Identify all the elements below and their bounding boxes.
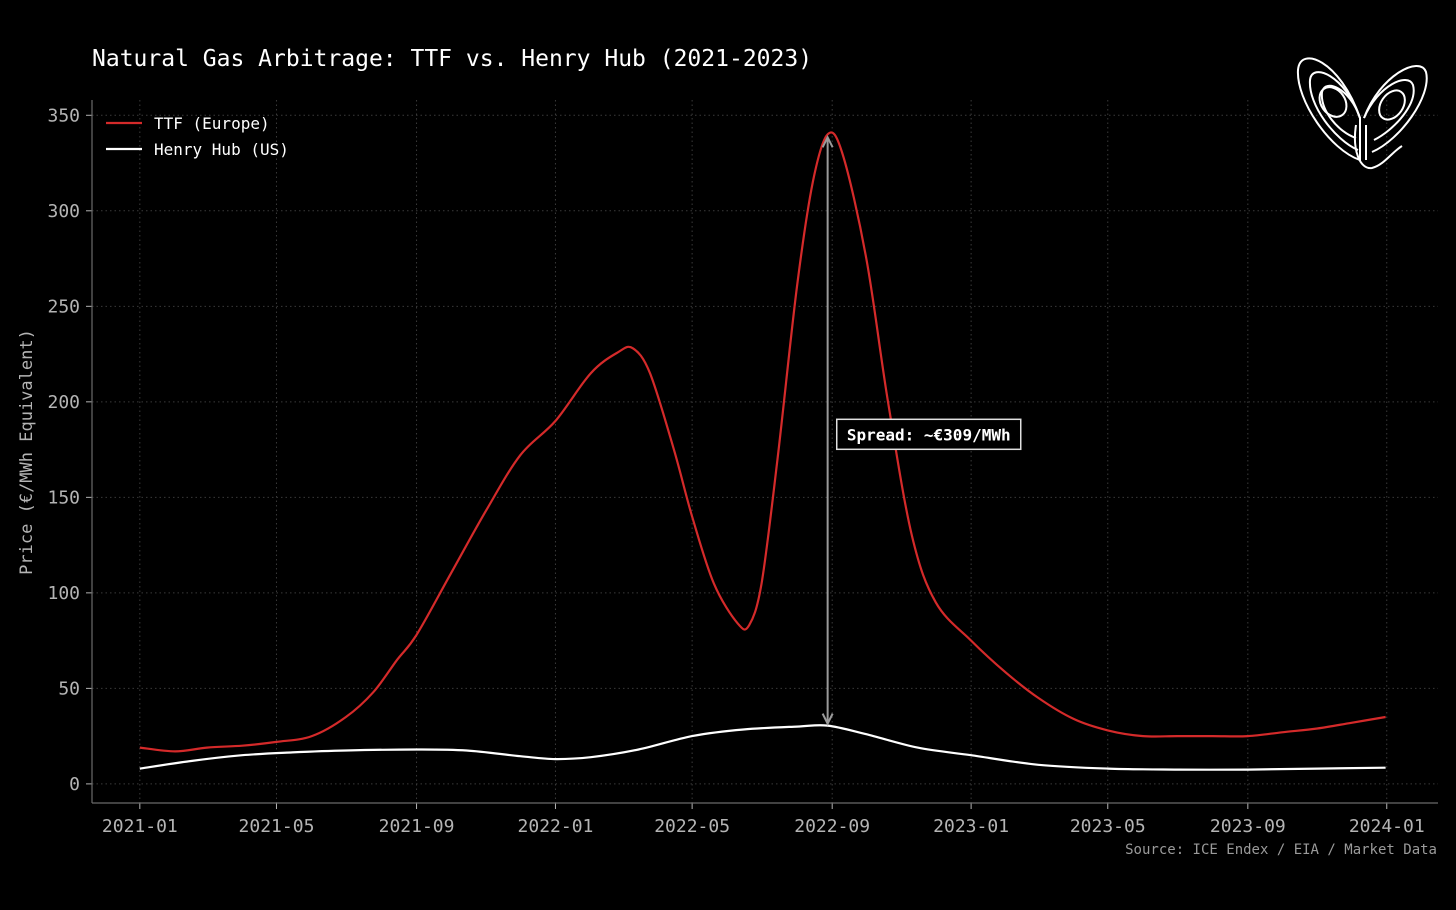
x-tick-label: 2021-05 — [239, 816, 315, 837]
grid-lines — [92, 100, 1438, 803]
y-tick-label: 350 — [47, 105, 80, 126]
spread-arrow-head-bottom — [821, 713, 834, 726]
series-line-ttf — [139, 131, 1386, 753]
spread-annotation: Spread: ~€309/MWh — [821, 135, 1022, 726]
x-tick-label: 2023-09 — [1210, 816, 1286, 837]
tick-labels: 0 50 100 150 200 250 300 350 2021-01 2021-05 2021-… — [47, 105, 1424, 837]
legend-entry: TTF (Europe) — [154, 114, 270, 133]
x-tick-label: 2023-01 — [933, 816, 1009, 837]
y-axis-label: Price (€/MWh Equivalent) — [17, 329, 37, 575]
source-note: Source: ICE Endex / EIA / Market Data — [1125, 842, 1437, 858]
y-tick-label: 200 — [47, 392, 80, 413]
y-tick-label: 250 — [47, 296, 80, 317]
spread-label-box — [835, 418, 1022, 451]
legend-entry: Henry Hub (US) — [154, 140, 289, 159]
y-tick-label: 300 — [47, 201, 80, 222]
y-tick-label: 150 — [47, 487, 80, 508]
series-line-henry-hub — [139, 724, 1386, 771]
spread-arrow-head-top — [821, 135, 834, 148]
y-tick-label: 50 — [58, 678, 80, 699]
legend: TTF (Europe) Henry Hub (US) — [106, 114, 289, 159]
spread-label: Spread: ~€309/MWh — [847, 425, 1011, 444]
x-tick-label: 2022-09 — [794, 816, 870, 837]
x-tick-label: 2021-09 — [379, 816, 455, 837]
x-tick-label: 2022-01 — [518, 816, 594, 837]
x-tick-label: 2021-01 — [102, 816, 178, 837]
axes — [86, 100, 1438, 809]
y-tick-label: 100 — [47, 583, 80, 604]
x-tick-label: 2024-01 — [1349, 816, 1425, 837]
x-tick-label: 2022-05 — [654, 816, 730, 837]
y-tick-label: 0 — [69, 774, 80, 795]
chart-title: Natural Gas Arbitrage: TTF vs. Henry Hub… — [92, 46, 812, 72]
x-tick-label: 2023-05 — [1070, 816, 1146, 837]
butterfly-attractor-logo — [1296, 57, 1428, 170]
series-lines — [139, 131, 1386, 771]
